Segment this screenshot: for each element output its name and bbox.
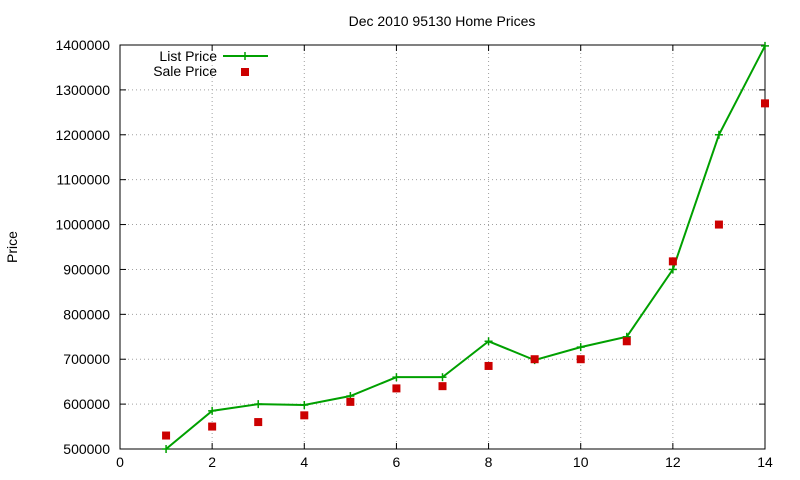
x-tick-label: 8 <box>485 454 493 470</box>
list-price-point <box>208 406 217 415</box>
x-tick-label: 0 <box>116 454 124 470</box>
series-list-price <box>162 41 769 453</box>
legend-label-list-price: List Price <box>159 48 217 64</box>
sale-price-point <box>392 384 401 393</box>
list-price-point <box>668 265 677 274</box>
sale-price-point <box>438 382 447 391</box>
x-tick-label: 10 <box>573 454 589 470</box>
y-tick-label: 1000000 <box>55 217 110 233</box>
y-tick-label: 600000 <box>63 396 110 412</box>
sale-price-point <box>530 355 539 364</box>
list-price-point <box>484 337 493 346</box>
legend-label-sale-price: Sale Price <box>153 63 217 79</box>
list-price-point <box>162 445 171 453</box>
x-tick-label: 2 <box>208 454 216 470</box>
x-tick-labels: 0 2 4 6 8 10 12 14 <box>116 454 773 470</box>
list-price-line <box>165 45 766 450</box>
series-sale-price <box>162 99 769 440</box>
x-tick-label: 4 <box>300 454 308 470</box>
x-tick-label: 6 <box>393 454 401 470</box>
chart-title: Dec 2010 95130 Home Prices <box>349 13 536 29</box>
sale-price-point <box>668 257 677 266</box>
list-price-point <box>300 401 309 410</box>
sale-price-point <box>162 431 171 440</box>
series-layer <box>162 41 769 453</box>
y-tick-label: 700000 <box>63 351 110 367</box>
x-tick-label: 14 <box>757 454 773 470</box>
sale-price-point <box>300 411 309 420</box>
y-tick-label: 1400000 <box>55 37 110 53</box>
legend: List Price Sale Price <box>153 48 268 79</box>
x-tick-label: 12 <box>665 454 681 470</box>
list-price-point <box>392 373 401 382</box>
sale-price-point <box>254 418 263 427</box>
list-price-point <box>254 400 263 409</box>
y-tick-label: 1200000 <box>55 127 110 143</box>
sale-price-point <box>346 397 355 406</box>
y-tick-labels: 500000 600000 700000 800000 900000 1000000 110… <box>55 37 110 457</box>
y-tick-label: 500000 <box>63 441 110 457</box>
sale-price-point <box>208 422 217 431</box>
sale-price-point <box>761 99 769 108</box>
y-tick-label: 1100000 <box>57 172 111 188</box>
list-price-point <box>714 130 723 139</box>
y-tick-label: 900000 <box>63 261 110 277</box>
y-axis-label: Price <box>4 231 20 263</box>
legend-marker-list-price <box>241 52 249 60</box>
plot-frame <box>119 44 766 450</box>
list-price-point <box>761 41 769 50</box>
list-price-point <box>576 343 585 352</box>
sale-price-point <box>622 337 631 346</box>
sale-price-point <box>484 361 493 370</box>
sale-price-point <box>714 220 723 229</box>
sale-price-point <box>576 355 585 364</box>
y-tick-label: 1300000 <box>55 82 110 98</box>
grid-lines <box>120 45 765 449</box>
y-tick-label: 800000 <box>63 306 110 322</box>
legend-marker-sale-price <box>241 68 249 76</box>
list-price-point <box>438 373 447 382</box>
